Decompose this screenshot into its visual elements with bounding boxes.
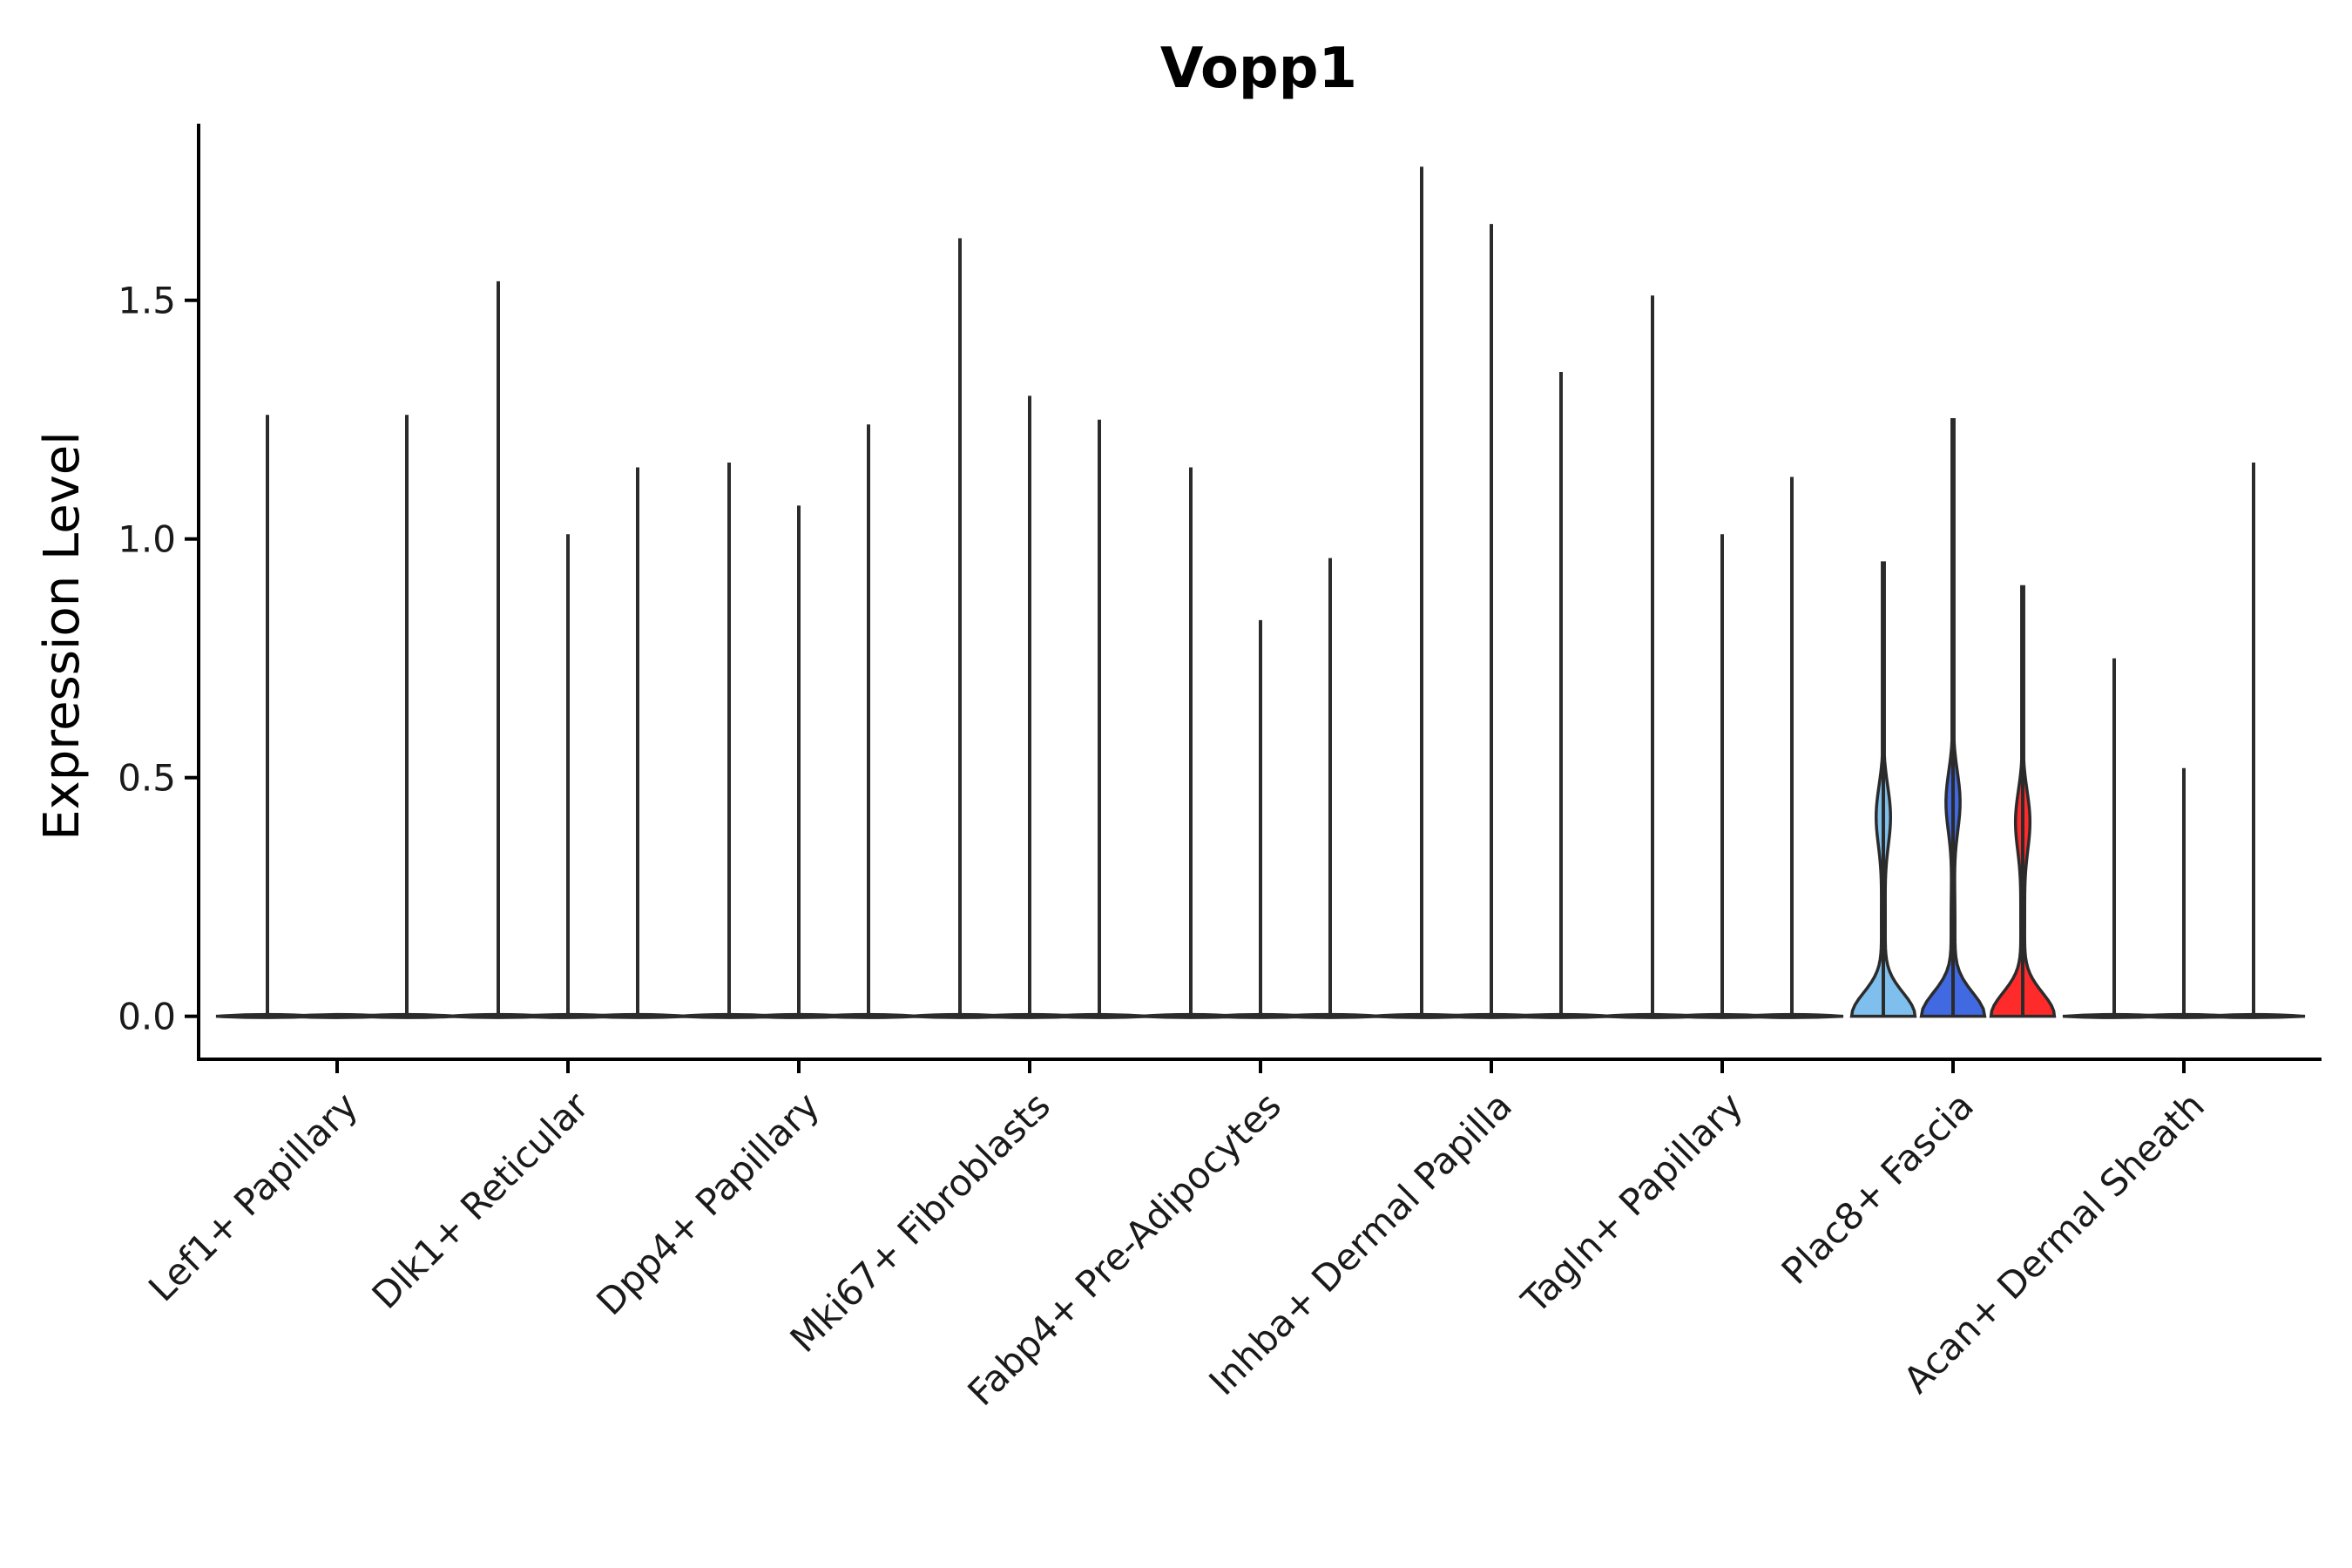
violin-group [1600, 295, 1844, 1019]
violin-group [446, 280, 690, 1019]
violin-group [215, 415, 459, 1019]
chart-title: Vopp1 [1160, 37, 1357, 101]
violin-group [677, 424, 921, 1019]
violin-group [1369, 166, 1613, 1019]
x-tick-label: Dlk1+ Reticular [364, 1084, 598, 1317]
violin-group [908, 238, 1152, 1019]
y-tick-label: 1.5 [118, 280, 176, 322]
x-tick-label: Lef1+ Papillary [140, 1084, 366, 1309]
x-tick-label: Dpp4+ Papillary [588, 1084, 828, 1323]
violin-group [2062, 463, 2306, 1019]
y-tick-label: 0.0 [118, 996, 176, 1038]
y-tick-label: 0.5 [118, 757, 176, 800]
violin-group [1849, 417, 2057, 1018]
x-tick-label: Tagln+ Papillary [1513, 1084, 1751, 1321]
x-tick-label: Plac8+ Fascia [1774, 1084, 1982, 1292]
y-axis-label: Expression Level [34, 431, 91, 841]
x-tick-label: Mki67+ Fibroblasts [782, 1084, 1058, 1360]
y-ticks: 0.0 0.5 1.0 1.5 [118, 280, 199, 1038]
violin-group [1139, 467, 1382, 1019]
y-tick-label: 1.0 [118, 518, 176, 561]
violins [215, 166, 2306, 1019]
